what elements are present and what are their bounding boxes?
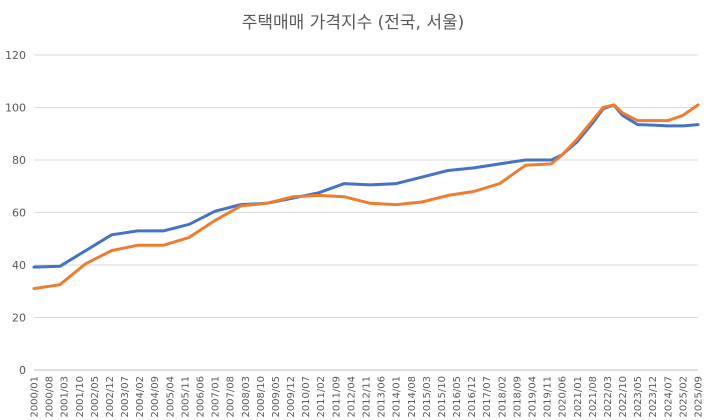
x-tick-label: 2004/09 <box>150 376 161 418</box>
y-tick-label: 0 <box>19 364 26 377</box>
x-tick-label: 2022/10 <box>618 376 629 418</box>
chart-title: 주택매매 가격지수 (전국, 서울) <box>242 13 465 33</box>
x-tick-label: 2023/12 <box>648 376 659 418</box>
x-tick-label: 2007/01 <box>211 376 222 418</box>
y-tick-label: 80 <box>12 154 26 167</box>
x-axis-ticks: 2000/01 2000/08 2001/03 2001/10 2002/05 2002/… <box>30 376 705 418</box>
x-tick-label: 2013/06 <box>377 376 388 418</box>
y-tick-label: 60 <box>12 207 26 220</box>
x-tick-label: 2004/02 <box>135 376 146 418</box>
x-tick-label: 2002/12 <box>105 376 116 418</box>
x-tick-label: 2009/12 <box>286 376 297 418</box>
x-tick-label: 2005/04 <box>165 376 176 418</box>
x-tick-label: 2014/08 <box>407 376 418 418</box>
x-tick-label: 2025/02 <box>678 376 689 418</box>
x-tick-label: 2015/03 <box>422 376 433 418</box>
x-tick-label: 2022/03 <box>603 376 614 418</box>
x-tick-label: 2019/04 <box>528 376 539 418</box>
y-tick-label: 20 <box>12 312 26 325</box>
x-tick-label: 2016/05 <box>452 376 463 418</box>
x-tick-label: 2011/02 <box>316 376 327 418</box>
x-tick-label: 2012/04 <box>346 376 357 418</box>
x-tick-label: 2021/01 <box>573 376 584 418</box>
x-tick-label: 2017/07 <box>482 376 493 418</box>
x-tick-label: 2011/09 <box>331 376 342 418</box>
x-tick-label: 2021/08 <box>588 376 599 418</box>
x-tick-label: 2023/05 <box>633 376 644 418</box>
x-tick-label: 2002/05 <box>90 376 101 418</box>
x-tick-label: 2020/06 <box>558 376 569 418</box>
x-tick-label: 2014/01 <box>392 376 403 418</box>
x-tick-label: 2009/05 <box>271 376 282 418</box>
x-tick-label: 2018/09 <box>512 376 523 418</box>
x-tick-label: 2008/03 <box>241 376 252 418</box>
y-tick-label: 100 <box>5 102 26 115</box>
y-tick-label: 120 <box>5 49 26 62</box>
x-tick-label: 2010/07 <box>301 376 312 418</box>
x-tick-label: 2025/09 <box>694 376 705 418</box>
x-tick-label: 2000/01 <box>30 376 41 418</box>
x-tick-label: 2015/10 <box>437 376 448 418</box>
x-tick-label: 2001/10 <box>75 376 86 418</box>
y-tick-label: 40 <box>12 259 26 272</box>
x-tick-label: 2001/03 <box>60 376 71 418</box>
x-tick-label: 2016/12 <box>467 376 478 418</box>
x-tick-label: 2012/11 <box>362 376 373 418</box>
y-axis-ticks: 0 20 40 60 80 100 120 <box>5 49 26 377</box>
x-tick-label: 2005/11 <box>180 376 191 418</box>
x-tick-label: 2000/08 <box>45 376 56 418</box>
x-tick-label: 2019/11 <box>543 376 554 418</box>
x-tick-label: 2008/10 <box>256 376 267 418</box>
series-lines <box>32 103 700 291</box>
x-tick-label: 2018/02 <box>497 376 508 418</box>
x-tick-label: 2007/08 <box>226 376 237 418</box>
gridlines <box>34 54 698 371</box>
x-tick-label: 2024/07 <box>663 376 674 418</box>
x-tick-label: 2006/06 <box>196 376 207 418</box>
series-line-2 <box>32 103 700 291</box>
series-line-1 <box>32 103 700 269</box>
x-tick-label: 2003/07 <box>120 376 131 418</box>
